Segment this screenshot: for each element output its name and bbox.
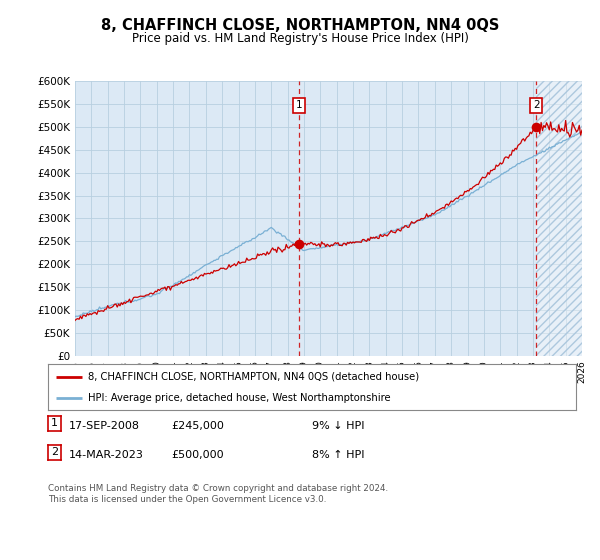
- Text: 2: 2: [533, 100, 539, 110]
- Text: Price paid vs. HM Land Registry's House Price Index (HPI): Price paid vs. HM Land Registry's House …: [131, 32, 469, 45]
- Text: 8, CHAFFINCH CLOSE, NORTHAMPTON, NN4 0QS: 8, CHAFFINCH CLOSE, NORTHAMPTON, NN4 0QS: [101, 18, 499, 33]
- Text: 8, CHAFFINCH CLOSE, NORTHAMPTON, NN4 0QS (detached house): 8, CHAFFINCH CLOSE, NORTHAMPTON, NN4 0QS…: [88, 372, 419, 382]
- Text: £245,000: £245,000: [171, 421, 224, 431]
- Text: HPI: Average price, detached house, West Northamptonshire: HPI: Average price, detached house, West…: [88, 394, 390, 403]
- Text: 17-SEP-2008: 17-SEP-2008: [69, 421, 140, 431]
- Text: 1: 1: [296, 100, 303, 110]
- Text: Contains HM Land Registry data © Crown copyright and database right 2024.
This d: Contains HM Land Registry data © Crown c…: [48, 484, 388, 504]
- Text: 14-MAR-2023: 14-MAR-2023: [69, 450, 144, 460]
- Text: 9% ↓ HPI: 9% ↓ HPI: [312, 421, 365, 431]
- Text: 8% ↑ HPI: 8% ↑ HPI: [312, 450, 365, 460]
- Text: 1: 1: [51, 418, 58, 428]
- Text: 2: 2: [51, 447, 58, 458]
- Text: £500,000: £500,000: [171, 450, 224, 460]
